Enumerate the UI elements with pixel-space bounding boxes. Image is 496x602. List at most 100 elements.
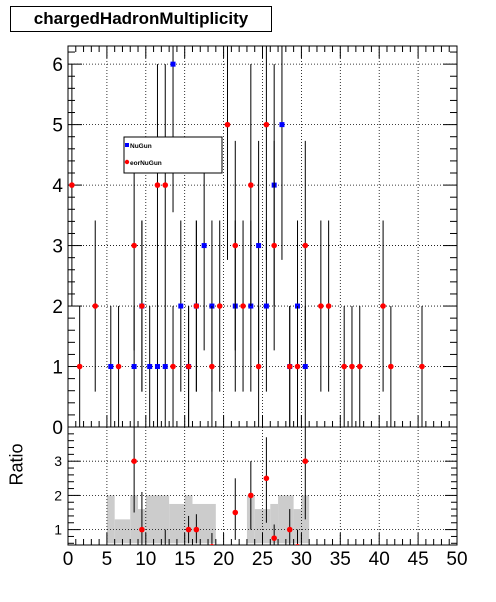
data-point [69, 182, 75, 188]
main-y-tick-label: 5 [52, 116, 63, 137]
ratio-y-tick-label: 2 [54, 487, 62, 503]
data-point [92, 303, 99, 309]
ratio-y-tick-label: 3 [54, 453, 62, 469]
data-point [248, 182, 254, 188]
main-data [69, 46, 425, 427]
data-point [154, 364, 160, 370]
data-point [271, 242, 277, 249]
ratio-band-bar [106, 495, 115, 544]
data-point [302, 364, 308, 370]
x-tick-label: 50 [446, 549, 467, 570]
ratio-point [209, 543, 215, 545]
data-point [131, 364, 137, 370]
data-point [263, 121, 270, 128]
x-tick-label: 25 [252, 549, 273, 570]
chart-title: chargedHadronMultiplicity [33, 9, 249, 28]
data-point [286, 363, 293, 370]
ratio-y-tick-label: 1 [54, 522, 62, 538]
x-tick-label: 15 [174, 549, 195, 570]
ratio-point [232, 509, 239, 516]
data-point [356, 363, 363, 370]
ratio-band-bar [145, 495, 170, 544]
ratio-band-bar [293, 509, 302, 544]
legend-label: eorNuGun [130, 160, 162, 167]
ratio-band-bar [130, 495, 139, 544]
data-point [263, 303, 269, 309]
ratio-band-bar [114, 519, 131, 544]
main-y-tick-label: 6 [52, 55, 63, 76]
ratio-point [271, 535, 277, 541]
data-point [240, 303, 246, 309]
data-point [325, 303, 332, 309]
legend: NuGun eorNuGun [123, 136, 223, 174]
series-NuGun [108, 46, 308, 427]
ratio-band-bar [278, 495, 294, 544]
ratio-point [162, 547, 168, 553]
data-point [147, 364, 153, 370]
x-tick-label: 5 [102, 549, 113, 570]
ratio-band-bar [270, 503, 279, 544]
data-point [209, 363, 215, 370]
data-point [349, 363, 355, 370]
x-tick-label: 45 [408, 549, 429, 570]
ratio-point [248, 492, 254, 499]
chart-title-box: chargedHadronMultiplicity [10, 6, 272, 32]
legend-marker [124, 159, 130, 165]
ratio-band [106, 495, 310, 544]
ratio-band-bar [169, 503, 185, 544]
data-point [193, 303, 200, 309]
ratio-point [193, 526, 200, 533]
legend-label: NuGun [130, 143, 152, 150]
x-tick-label: 0 [63, 549, 74, 570]
x-tick-label: 35 [330, 549, 351, 570]
data-point [154, 182, 161, 188]
data-point [131, 242, 137, 249]
x-tick-label: 30 [291, 549, 312, 570]
ratio-axis-label-text: Ratio [6, 443, 27, 486]
main-y-tick-label: 0 [52, 418, 63, 439]
data-point [302, 242, 309, 249]
data-point [216, 303, 223, 309]
ratio-point [302, 458, 309, 465]
ratio-point [295, 543, 300, 545]
main-y-tick-label: 2 [52, 297, 63, 318]
ratio-point [185, 526, 192, 533]
data-point [115, 363, 122, 370]
ratio-point [139, 526, 145, 533]
ratio-band-bar [192, 503, 216, 544]
main-y-tick-label: 3 [52, 237, 63, 258]
legend-box [123, 136, 223, 174]
data-point [178, 303, 184, 309]
series-eorNuGun [69, 46, 425, 427]
ratio-point [286, 526, 293, 533]
data-point [294, 363, 301, 370]
data-point [279, 122, 285, 128]
data-point [108, 364, 114, 370]
main-pad: 0 1 2 3 4 5 6 NuGun eorNuGun [52, 45, 458, 439]
x-tick-label: 10 [135, 549, 156, 570]
data-point [162, 182, 169, 188]
ratio-point [131, 458, 137, 465]
data-point [201, 243, 207, 249]
main-y-tick-label: 4 [52, 176, 63, 197]
data-point [162, 364, 168, 370]
data-point [185, 363, 192, 370]
data-point [139, 303, 145, 309]
data-point [170, 363, 176, 370]
x-tick-label: 20 [213, 549, 234, 570]
x-tick-label: 40 [369, 549, 390, 570]
data-point [341, 363, 347, 370]
data-point [224, 121, 231, 128]
data-point [256, 243, 262, 249]
main-y-tick-label: 1 [52, 358, 63, 379]
data-point [388, 363, 394, 370]
data-point [170, 61, 176, 67]
data-point [76, 363, 83, 370]
legend-marker [125, 143, 129, 147]
data-point [419, 363, 425, 370]
data-point [318, 303, 324, 309]
data-point [380, 303, 386, 309]
